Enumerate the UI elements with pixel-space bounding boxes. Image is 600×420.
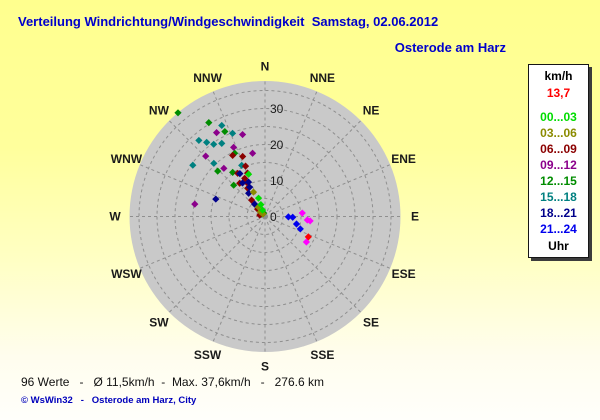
data-point <box>195 136 203 145</box>
data-point <box>189 161 197 169</box>
data-point <box>205 118 213 127</box>
copyright-line: © WsWin32 - Osterode am Harz, City <box>21 395 197 406</box>
data-point <box>241 162 250 170</box>
data-point <box>298 209 306 217</box>
data-point <box>229 168 237 176</box>
radial-tick-label: 30 <box>270 102 284 116</box>
data-point <box>246 183 254 191</box>
data-point <box>214 167 222 175</box>
grid-spoke <box>139 216 266 269</box>
data-point <box>210 140 218 148</box>
radial-tick-label: 20 <box>270 138 284 152</box>
grid-spoke <box>264 216 362 313</box>
data-point <box>230 181 238 189</box>
data-point <box>284 213 292 221</box>
data-point <box>289 213 297 221</box>
legend-spacer <box>529 102 588 109</box>
data-point <box>174 109 182 117</box>
legend-time-bucket: 18...21 <box>540 206 577 221</box>
data-point <box>239 152 247 161</box>
legend-time-bucket: 09...12 <box>540 158 577 173</box>
legend-footer-label: Uhr <box>548 239 569 253</box>
radial-tick-label: 0 <box>270 210 277 224</box>
data-point <box>229 151 237 160</box>
direction-label: ESE <box>392 267 416 281</box>
data-point <box>304 233 312 241</box>
legend-time-bucket: 03...06 <box>540 126 577 141</box>
direction-label: NNE <box>310 71 335 85</box>
direction-label: WSW <box>111 267 142 281</box>
data-point <box>296 225 304 233</box>
data-point <box>221 127 229 136</box>
stats-line: 96 Werte - Ø 11,5km/h - Max. 37,6km/h - … <box>21 375 324 389</box>
legend-time-bucket: 21...24 <box>540 222 577 237</box>
data-point <box>254 194 263 202</box>
grid-spoke <box>264 216 318 342</box>
data-point <box>245 189 253 197</box>
data-point <box>238 179 247 187</box>
data-point <box>212 129 221 137</box>
data-point <box>250 200 259 208</box>
grid-spoke <box>168 216 266 313</box>
data-point <box>210 159 218 167</box>
data-point <box>236 170 244 178</box>
direction-label: W <box>109 210 121 224</box>
grid-spoke <box>139 164 266 217</box>
grid-spoke <box>264 216 391 269</box>
data-point <box>203 138 211 146</box>
grid-spoke <box>212 216 266 342</box>
data-point <box>220 164 228 172</box>
data-point <box>218 121 226 130</box>
legend-current-value: 13,7 <box>546 85 571 100</box>
data-point <box>212 195 220 203</box>
direction-label: SE <box>363 316 379 330</box>
data-point <box>306 217 314 225</box>
legend-unit-label: km/h <box>544 69 573 83</box>
station-name: Osterode am Harz <box>394 40 506 55</box>
legend-time-bucket: 12...15 <box>540 174 577 189</box>
grid-spoke <box>264 164 391 217</box>
legend-time-buckets: 00...03 03...06 06...09 09...12 12...15 15...… <box>529 109 588 237</box>
direction-label: SSW <box>194 348 222 362</box>
direction-label: SSE <box>310 348 334 362</box>
legend-time-bucket: 00...03 <box>540 110 577 125</box>
data-point <box>256 208 265 216</box>
legend-time-bucket: 15...18 <box>540 190 577 205</box>
data-point <box>244 178 253 186</box>
data-point <box>202 152 210 160</box>
data-point <box>257 200 265 209</box>
data-point <box>292 220 301 228</box>
grid-spoke <box>212 91 266 217</box>
data-point <box>248 149 257 157</box>
data-point <box>218 139 226 147</box>
data-point <box>228 129 237 137</box>
grid-spoke <box>264 91 318 217</box>
data-point <box>258 206 267 214</box>
legend-box: km/h 13,7 00...03 03...06 06...09 09...12 12… <box>528 64 589 258</box>
direction-label: E <box>411 210 419 224</box>
direction-label: S <box>261 360 269 374</box>
data-point <box>238 130 247 139</box>
data-point <box>191 200 199 208</box>
legend-time-bucket: 06...09 <box>540 142 577 157</box>
direction-label: SW <box>149 316 169 330</box>
direction-label: NE <box>363 103 380 117</box>
direction-label: ENE <box>391 152 416 166</box>
data-point <box>244 170 253 178</box>
direction-label: NW <box>149 103 170 117</box>
grid-spoke <box>264 120 362 217</box>
direction-label: WNW <box>111 152 143 166</box>
data-point <box>249 188 258 196</box>
data-point <box>230 143 238 151</box>
data-point <box>254 203 262 211</box>
direction-label: N <box>261 60 270 74</box>
radial-tick-label: 10 <box>270 174 284 188</box>
page-title: Verteilung Windrichtung/Windgeschwindigk… <box>18 14 439 29</box>
direction-label: NNW <box>193 71 222 85</box>
